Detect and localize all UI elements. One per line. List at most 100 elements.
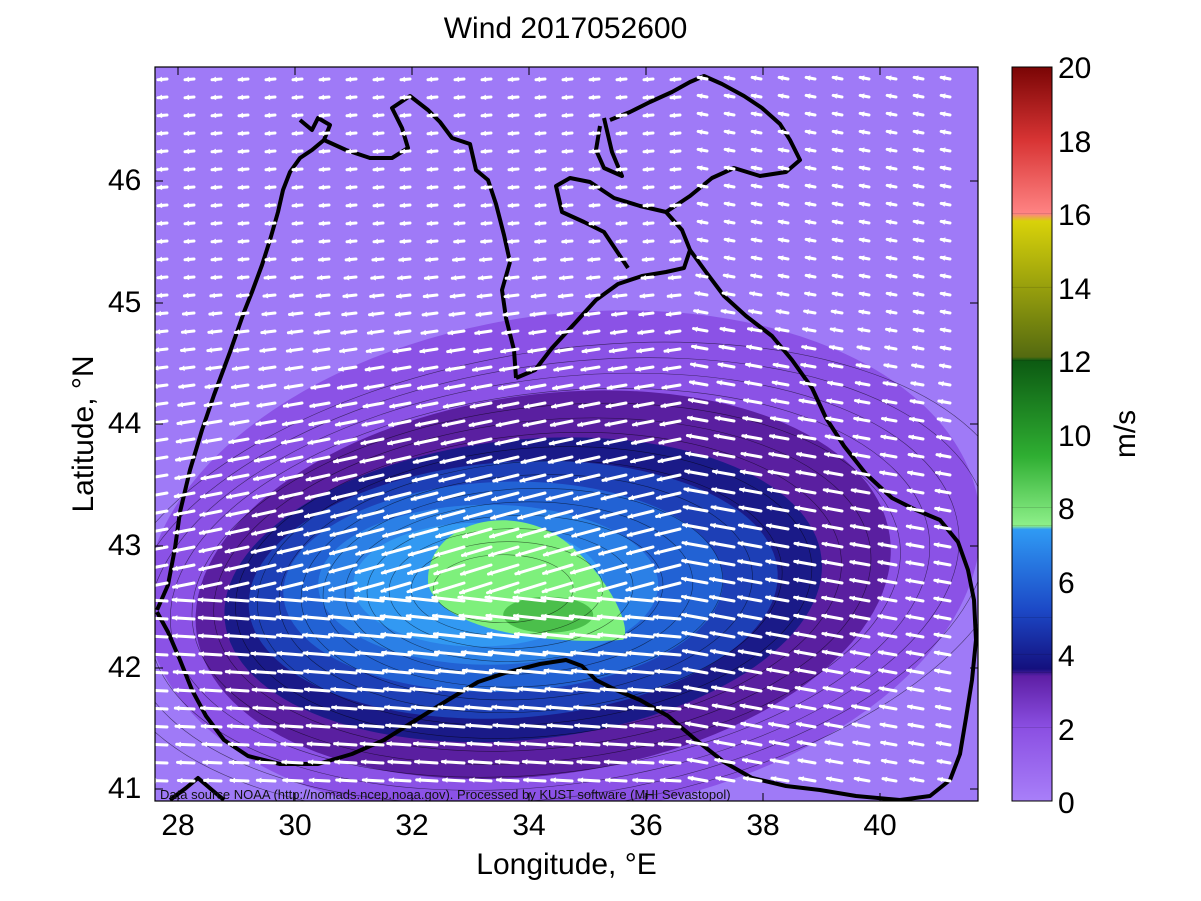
wind-arrow [372,148,385,155]
map-title: Wind 2017052600 [443,12,688,45]
wind-arrow [438,473,466,483]
wind-arrow [628,704,655,711]
wind-arrow [599,686,628,693]
wind-arrow [597,563,628,574]
wind-arrow [543,668,574,675]
wind-arrow [657,455,682,464]
wind-arrow [224,563,250,572]
wind-arrow [938,381,952,387]
wind-arrow [199,705,223,711]
wind-arrow [613,275,628,281]
wind-arrow [392,347,412,354]
wind-arrow [183,148,196,155]
wind-arrow [793,631,817,639]
wind-arrow [912,255,925,261]
wind-arrow [290,274,304,281]
wind-arrow [277,509,304,519]
wind-arrow [182,292,196,299]
wind-arrow [912,273,925,279]
wind-arrow [569,631,601,639]
wind-arrow [711,469,736,477]
wind-arrow [183,184,196,191]
wind-arrow [291,256,304,263]
wind-arrow [709,612,736,621]
wind-arrow [689,362,709,369]
wind-arrow [495,777,520,783]
wind-arrow [497,383,520,391]
wind-arrow [795,703,817,711]
wind-arrow [741,757,763,765]
wind-arrow [451,256,466,263]
wind-arrow [237,94,250,101]
wind-arrow [156,238,169,245]
wind-arrow [573,491,601,501]
wind-arrow [318,148,331,155]
wind-arrow [669,220,682,227]
wind-arrow [514,649,547,657]
wind-arrow [627,686,655,693]
wind-arrow [625,563,655,574]
wind-arrow [597,581,628,593]
wind-arrow [461,527,493,539]
wind-arrow [199,491,223,499]
wind-arrow [615,130,628,137]
wind-arrow [598,668,628,675]
wind-arrow [522,419,547,428]
wind-arrow [912,291,925,297]
wind-arrow [359,741,385,747]
wind-arrow [777,75,790,81]
wind-arrow [490,509,520,520]
wind-arrow [198,669,223,675]
wind-arrow [742,775,763,783]
wind-arrow [858,237,871,243]
wind-arrow [155,634,169,639]
wind-arrow [327,596,358,603]
wind-arrow [638,311,655,317]
wind-arrow [877,649,898,657]
y-tick-label: 46 [108,164,142,197]
wind-arrow [363,383,385,391]
wind-arrow [253,741,277,747]
speed-contour [954,527,1201,803]
wind-arrow [937,398,952,405]
wind-arrow [276,650,304,657]
wind-arrow [355,545,385,556]
wind-arrow [541,581,574,594]
wind-arrow [825,416,844,423]
wind-arrow [634,365,655,372]
wind-arrow [412,455,439,465]
wind-arrow [939,111,952,117]
wind-arrow [561,112,574,119]
wind-arrow [680,576,709,585]
x-tick-label: 40 [863,809,897,842]
wind-arrow [201,455,223,463]
wind-arrow [905,578,925,585]
wind-arrow [659,419,682,427]
wind-arrow [824,434,844,441]
colorbar-tick-label: 0 [1058,787,1075,820]
wind-arrow [660,401,682,409]
wind-arrow [742,415,763,423]
wind-arrow [615,238,628,245]
wind-arrow [445,365,466,373]
wind-arrow [905,614,925,621]
wind-arrow [607,365,628,372]
wind-arrow [534,220,547,227]
wind-arrow [822,487,844,495]
wind-arrow [933,542,952,549]
wind-arrow [826,398,844,405]
wind-arrow [569,563,601,575]
wind-arrow [827,362,844,369]
wind-arrow [626,545,655,556]
wind-arrow [880,416,898,423]
wind-arrow [225,509,250,518]
x-tick-label: 36 [629,809,663,842]
wind-arrow [343,274,358,281]
wind-arrow [183,166,196,173]
wind-arrow [853,416,871,423]
wind-arrow [570,650,601,657]
wind-arrow [750,93,763,99]
wind-arrow [829,327,844,333]
wind-arrow [205,365,223,372]
wind-arrow [544,686,574,693]
